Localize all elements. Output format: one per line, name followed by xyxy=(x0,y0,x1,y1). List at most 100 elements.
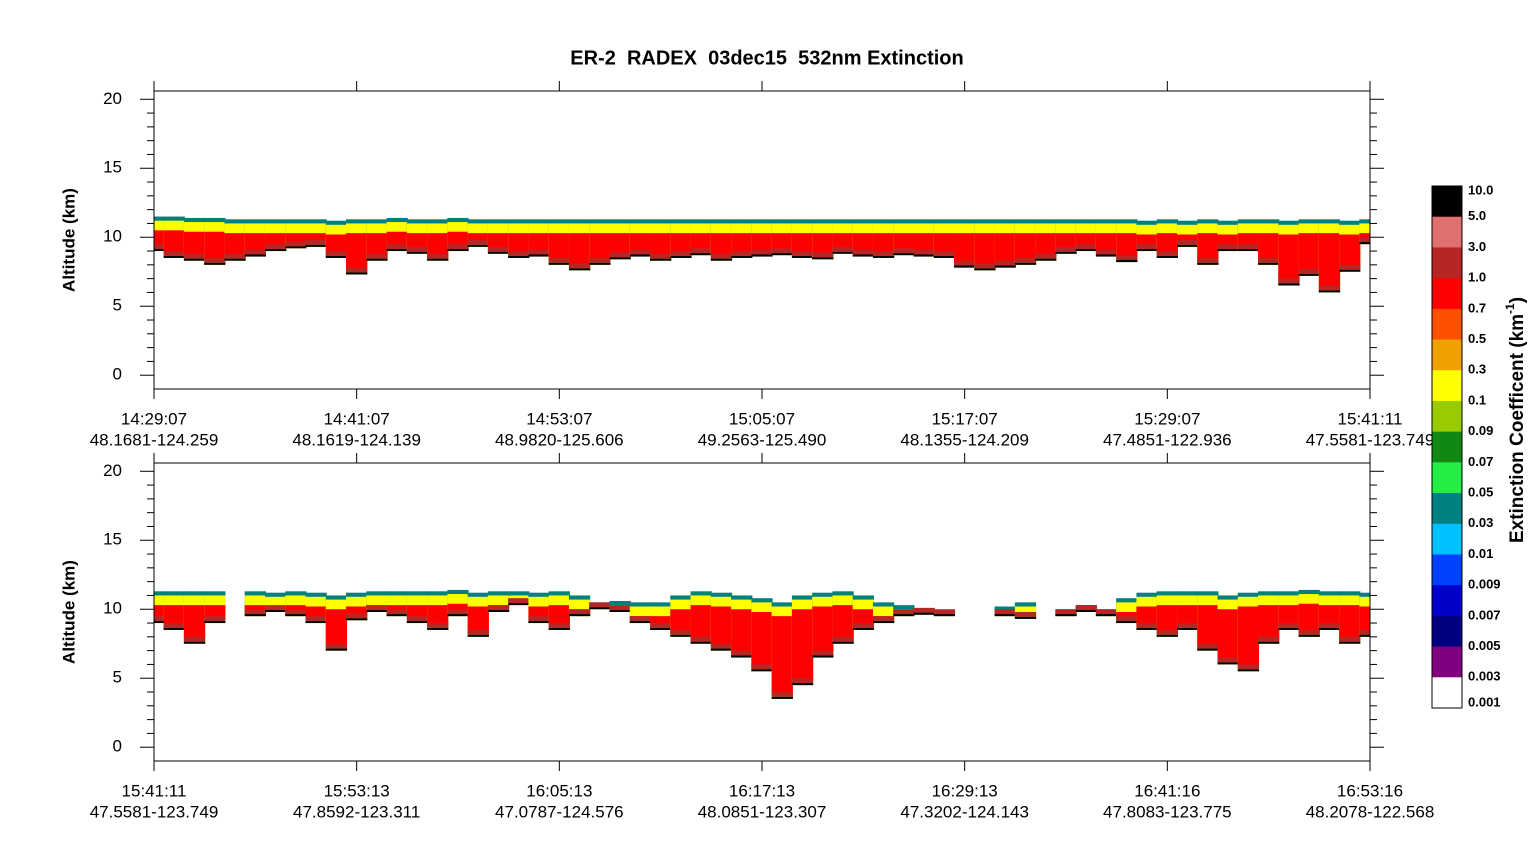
cloud-dense xyxy=(710,643,733,649)
colorbar-band xyxy=(1432,462,1462,494)
colorbar-label: 0.007 xyxy=(1468,607,1501,622)
colorbar-band xyxy=(1432,278,1462,310)
cloud-dense xyxy=(183,636,206,642)
cloud-dense xyxy=(994,260,1016,266)
cloud-base xyxy=(467,634,489,637)
cloud-base xyxy=(325,648,348,651)
cloud-core xyxy=(872,233,895,254)
cloud-core xyxy=(771,616,793,695)
cloud-base xyxy=(264,609,287,612)
x-tick-location: 48.2078-122.568 xyxy=(1306,802,1435,821)
cloud-base xyxy=(548,627,570,630)
cloud-base xyxy=(285,246,307,249)
cloud-core xyxy=(731,609,753,654)
cloud-dense xyxy=(1095,609,1118,615)
cloud-core xyxy=(812,233,834,256)
cloud-core xyxy=(994,233,1016,264)
y-axis-label: Altitude (km) xyxy=(59,560,78,664)
cloud-dense xyxy=(1197,643,1219,649)
cloud-core xyxy=(589,233,611,261)
colorbar-label: 0.07 xyxy=(1468,454,1493,469)
cloud-base xyxy=(305,244,327,247)
cloud-base xyxy=(427,627,449,630)
cloud-base xyxy=(346,618,368,621)
cloud-core xyxy=(852,233,874,253)
cloud-dense xyxy=(346,613,368,619)
cloud-base xyxy=(1035,258,1057,261)
cloud-core xyxy=(954,233,976,264)
colorbar-label: 10.0 xyxy=(1468,182,1493,197)
cloud-base xyxy=(650,627,672,630)
colorbar-band xyxy=(1432,339,1462,371)
cloud-base xyxy=(994,265,1016,268)
cloud-base xyxy=(264,248,287,252)
cloud-dense xyxy=(467,629,489,635)
cloud-base xyxy=(154,620,165,624)
cloud-base xyxy=(1359,242,1370,245)
cloud-dense xyxy=(913,607,935,613)
cloud-core xyxy=(1176,234,1199,243)
cloud-dense xyxy=(1237,664,1260,670)
cloud-dense xyxy=(528,249,550,255)
cloud-dense xyxy=(508,598,530,604)
x-tick-location: 48.0851-123.307 xyxy=(698,802,827,821)
cloud-base xyxy=(872,620,895,624)
x-tick-location: 47.8592-123.311 xyxy=(293,802,420,821)
cloud-dense xyxy=(974,263,996,269)
colorbar-band xyxy=(1432,493,1462,525)
cloud-core xyxy=(427,233,449,257)
cloud-dense xyxy=(224,253,246,259)
cloud-base xyxy=(1258,262,1280,265)
colorbar-band xyxy=(1432,677,1462,709)
cloud-dense xyxy=(183,253,206,259)
y-tick-label: 5 xyxy=(113,668,122,687)
cloud-core xyxy=(1136,606,1158,626)
colorbar-label: 0.01 xyxy=(1468,546,1493,561)
cloud-dense xyxy=(568,263,591,269)
cloud-base xyxy=(366,258,388,261)
cloud-core xyxy=(670,233,692,254)
colorbar-band xyxy=(1432,585,1462,617)
cloud-core xyxy=(427,605,449,626)
cloud-base xyxy=(650,258,672,261)
cloud-base xyxy=(1339,269,1361,272)
cloud-dense xyxy=(204,616,226,621)
cloud-dense xyxy=(1197,257,1219,263)
cloud-base xyxy=(751,254,773,257)
cloud-base xyxy=(1075,609,1097,612)
cloud-base xyxy=(467,244,489,247)
cloud-core xyxy=(832,233,854,250)
cloud-base xyxy=(1278,627,1300,630)
cloud-base xyxy=(244,614,266,617)
cloud-dense xyxy=(690,248,712,254)
cloud-core xyxy=(1217,609,1239,661)
cloud-core xyxy=(650,233,672,257)
cloud-dense xyxy=(285,241,307,247)
cloud-core xyxy=(1237,233,1260,247)
cloud-dense xyxy=(852,249,874,255)
cloud-core xyxy=(325,234,348,254)
cloud-dense xyxy=(163,623,185,628)
cloud-base xyxy=(690,253,712,256)
cloud-core xyxy=(1095,233,1118,253)
cloud-dense xyxy=(1176,623,1199,628)
cloud-dense xyxy=(1318,285,1341,291)
cloud-core xyxy=(710,606,733,647)
cloud-base xyxy=(224,258,246,261)
cloud-base xyxy=(447,248,469,252)
cloud-base xyxy=(325,255,348,258)
cloud-dense xyxy=(751,664,773,670)
cloud-core xyxy=(305,233,327,243)
cloud-base xyxy=(933,255,956,258)
cloud-dense xyxy=(731,650,753,656)
cloud-core xyxy=(710,233,733,257)
cloud-dense xyxy=(1298,268,1320,274)
colorbar-band xyxy=(1432,216,1462,248)
cloud-base xyxy=(487,251,510,254)
y-tick-label: 0 xyxy=(113,737,122,756)
cloud-core xyxy=(690,233,712,252)
cloud-dense xyxy=(1237,244,1260,249)
x-tick-location: 47.8083-123.775 xyxy=(1103,802,1232,821)
x-tick-label: 16:53:16 xyxy=(1337,781,1403,800)
cloud-base xyxy=(1217,248,1239,252)
